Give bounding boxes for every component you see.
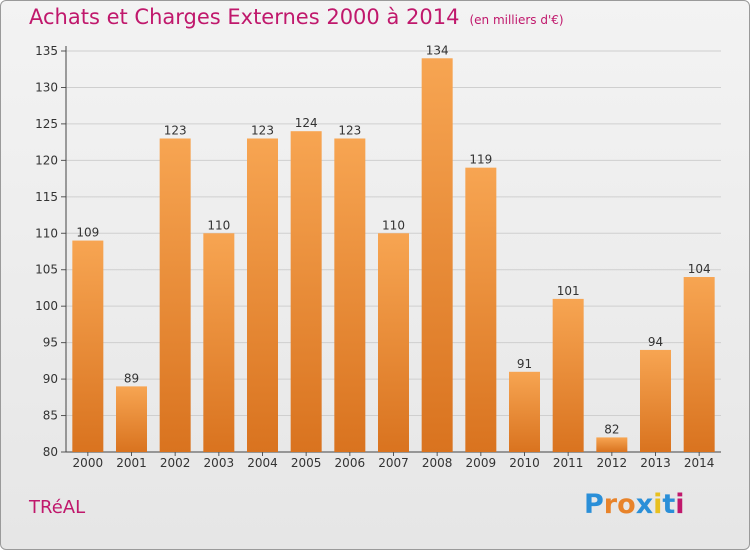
bar-2003 xyxy=(203,233,235,452)
y-tick-label: 80 xyxy=(43,445,58,459)
bar-2006 xyxy=(334,138,366,452)
value-label: 94 xyxy=(648,335,663,349)
value-label: 123 xyxy=(164,123,187,137)
bar-2001 xyxy=(116,386,147,452)
chart-title: Achats et Charges Externes 2000 à 2014 (e… xyxy=(29,5,564,29)
chart-title-text: Achats et Charges Externes 2000 à 2014 xyxy=(29,5,460,29)
bar-2009 xyxy=(465,167,497,452)
x-tick-label: 2009 xyxy=(466,456,497,470)
x-tick-label: 2007 xyxy=(378,456,409,470)
value-label: 104 xyxy=(688,262,711,276)
bar-2005 xyxy=(290,131,322,452)
x-tick-label: 2000 xyxy=(73,456,104,470)
value-label: 101 xyxy=(557,284,580,298)
bar-2013 xyxy=(640,349,671,452)
logo-letter: i xyxy=(675,489,685,520)
x-tick-label: 2001 xyxy=(116,456,147,470)
value-label: 110 xyxy=(382,218,405,232)
y-tick-label: 85 xyxy=(43,409,58,423)
value-label: 91 xyxy=(517,357,532,371)
y-tick-label: 95 xyxy=(43,336,58,350)
y-tick-label: 90 xyxy=(43,372,58,386)
x-tick-label: 2008 xyxy=(422,456,453,470)
y-tick-labels: 80 85 90 95 100 105 110 115 120 125 130 135 xyxy=(35,44,58,459)
y-tick-label: 110 xyxy=(35,226,58,240)
logo-letter: t xyxy=(662,489,676,520)
x-tick-labels: 2000 2001 2002 2003 2004 2005 2006 2007 2008 2009… xyxy=(73,456,715,470)
x-tick-label: 2010 xyxy=(509,456,540,470)
logo-letter: i xyxy=(653,489,663,520)
bar-2004 xyxy=(247,138,278,452)
y-tick-label: 130 xyxy=(35,80,58,94)
value-label: 123 xyxy=(338,123,361,137)
x-tick-label: 2013 xyxy=(640,456,671,470)
logo-letter: x xyxy=(635,489,654,520)
bar-2011 xyxy=(552,298,584,452)
x-tick-label: 2006 xyxy=(335,456,366,470)
logo-letter: P xyxy=(584,489,604,520)
x-tick-label: 2014 xyxy=(684,456,715,470)
bar-2014 xyxy=(683,277,715,452)
bar-2012 xyxy=(596,437,628,452)
x-tick-label: 2005 xyxy=(291,456,322,470)
value-label: 123 xyxy=(251,123,274,137)
value-label: 82 xyxy=(604,422,619,436)
y-tick-label: 135 xyxy=(35,44,58,58)
bars xyxy=(72,58,715,453)
y-tick-label: 115 xyxy=(35,190,58,204)
y-tick-label: 125 xyxy=(35,117,58,131)
value-label: 109 xyxy=(76,226,99,240)
value-label: 119 xyxy=(469,153,492,167)
value-label: 134 xyxy=(426,43,449,57)
bar-2010 xyxy=(509,371,540,452)
y-tick-label: 120 xyxy=(35,153,58,167)
x-tick-label: 2002 xyxy=(160,456,191,470)
chart-title-unit: (en milliers d'€) xyxy=(469,13,564,27)
y-tick-label: 100 xyxy=(35,299,58,313)
y-tick-label: 105 xyxy=(35,263,58,277)
value-label: 110 xyxy=(207,218,230,232)
logo-letter: o xyxy=(617,489,636,520)
value-labels: 109 89 123 110 123 124 123 110 134 119 91 101 82 94 10… xyxy=(76,43,710,436)
value-label: 124 xyxy=(295,116,318,130)
bar-2007 xyxy=(378,233,409,452)
value-label: 89 xyxy=(124,371,139,385)
x-tick-label: 2003 xyxy=(204,456,235,470)
bar-2008 xyxy=(421,58,453,453)
commune-name: TRéAL xyxy=(29,497,86,518)
x-tick-label: 2012 xyxy=(597,456,628,470)
bar-2002 xyxy=(159,138,191,452)
x-tick-label: 2004 xyxy=(247,456,278,470)
x-tick-label: 2011 xyxy=(553,456,584,470)
bar-2000 xyxy=(72,240,104,452)
proxiti-logo[interactable]: Proxiti xyxy=(584,489,685,520)
logo-letter: r xyxy=(603,489,618,520)
